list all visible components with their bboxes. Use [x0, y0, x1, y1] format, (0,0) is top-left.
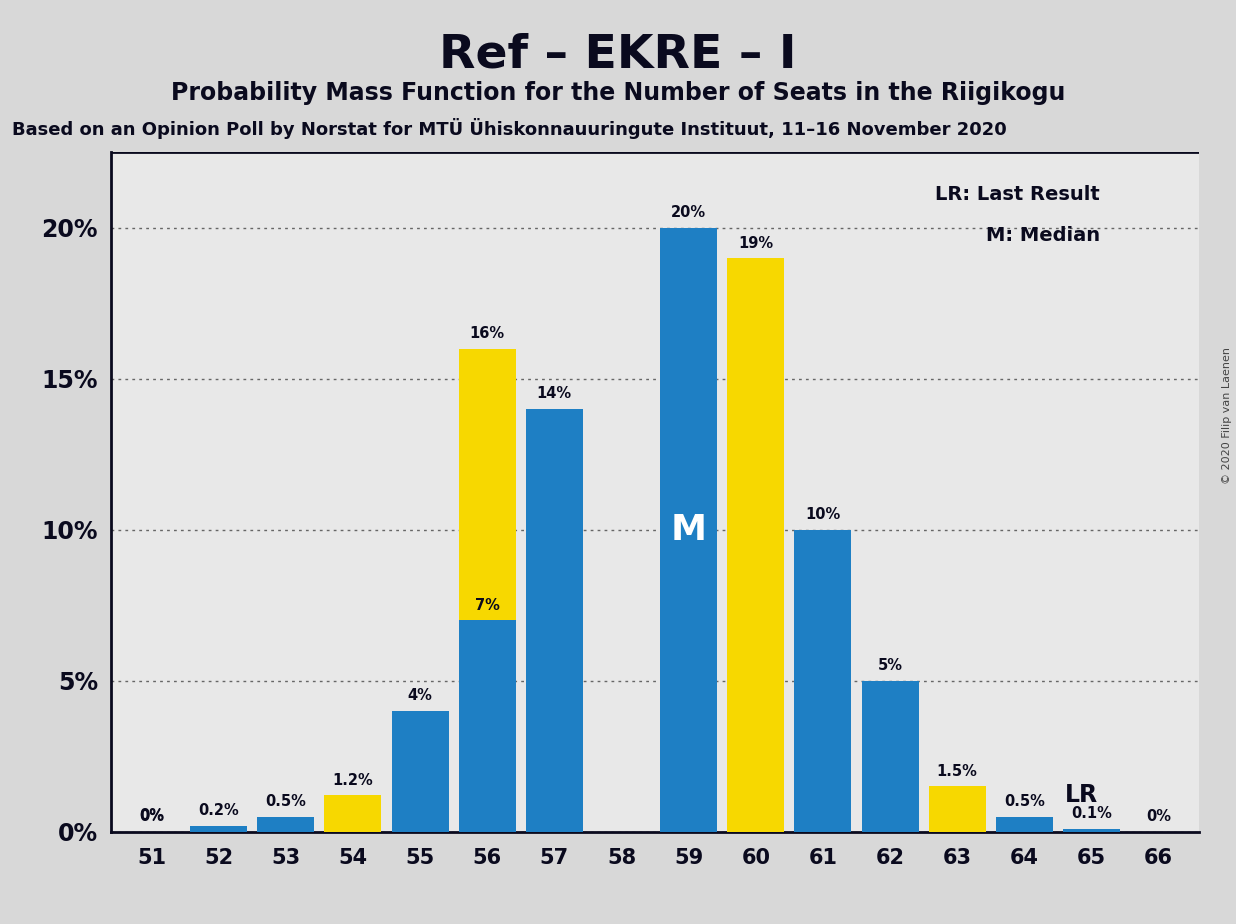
- Text: LR: Last Result: LR: Last Result: [936, 185, 1100, 204]
- Text: 20%: 20%: [671, 205, 706, 221]
- Bar: [928, 786, 986, 832]
- Text: 0%: 0%: [138, 808, 164, 823]
- Text: © 2020 Filip van Laenen: © 2020 Filip van Laenen: [1222, 347, 1232, 484]
- Bar: [525, 409, 583, 832]
- Text: Ref – EKRE – I: Ref – EKRE – I: [439, 32, 797, 78]
- Text: 5%: 5%: [878, 658, 902, 673]
- Text: 7%: 7%: [475, 598, 499, 613]
- Bar: [727, 258, 785, 832]
- Text: 10%: 10%: [806, 507, 840, 522]
- Text: 0.5%: 0.5%: [266, 794, 307, 809]
- Bar: [324, 796, 382, 832]
- Text: 0.2%: 0.2%: [198, 803, 239, 818]
- Text: Probability Mass Function for the Number of Seats in the Riigikogu: Probability Mass Function for the Number…: [171, 81, 1065, 105]
- Text: 14%: 14%: [536, 386, 572, 402]
- Bar: [459, 348, 515, 832]
- Text: 0%: 0%: [1146, 809, 1172, 824]
- Text: M: Median: M: Median: [986, 226, 1100, 246]
- Bar: [861, 681, 918, 832]
- Text: LR: LR: [1064, 784, 1098, 808]
- Bar: [392, 711, 449, 832]
- Text: 4%: 4%: [408, 688, 433, 703]
- Bar: [459, 620, 515, 832]
- Bar: [795, 529, 852, 832]
- Bar: [996, 817, 1053, 832]
- Text: 16%: 16%: [470, 326, 504, 341]
- Text: 0%: 0%: [138, 809, 164, 824]
- Bar: [190, 825, 247, 832]
- Bar: [257, 817, 314, 832]
- Text: 0.5%: 0.5%: [1004, 794, 1044, 809]
- Text: 1.2%: 1.2%: [332, 772, 373, 788]
- Text: M: M: [671, 513, 707, 547]
- Text: 1.5%: 1.5%: [937, 764, 978, 779]
- Bar: [1063, 829, 1120, 832]
- Text: 19%: 19%: [738, 236, 774, 250]
- Text: 0.1%: 0.1%: [1072, 806, 1112, 821]
- Text: Based on an Opinion Poll by Norstat for MTÜ Ühiskonnauuringute Instituut, 11–16 : Based on an Opinion Poll by Norstat for …: [12, 118, 1007, 140]
- Bar: [660, 228, 717, 832]
